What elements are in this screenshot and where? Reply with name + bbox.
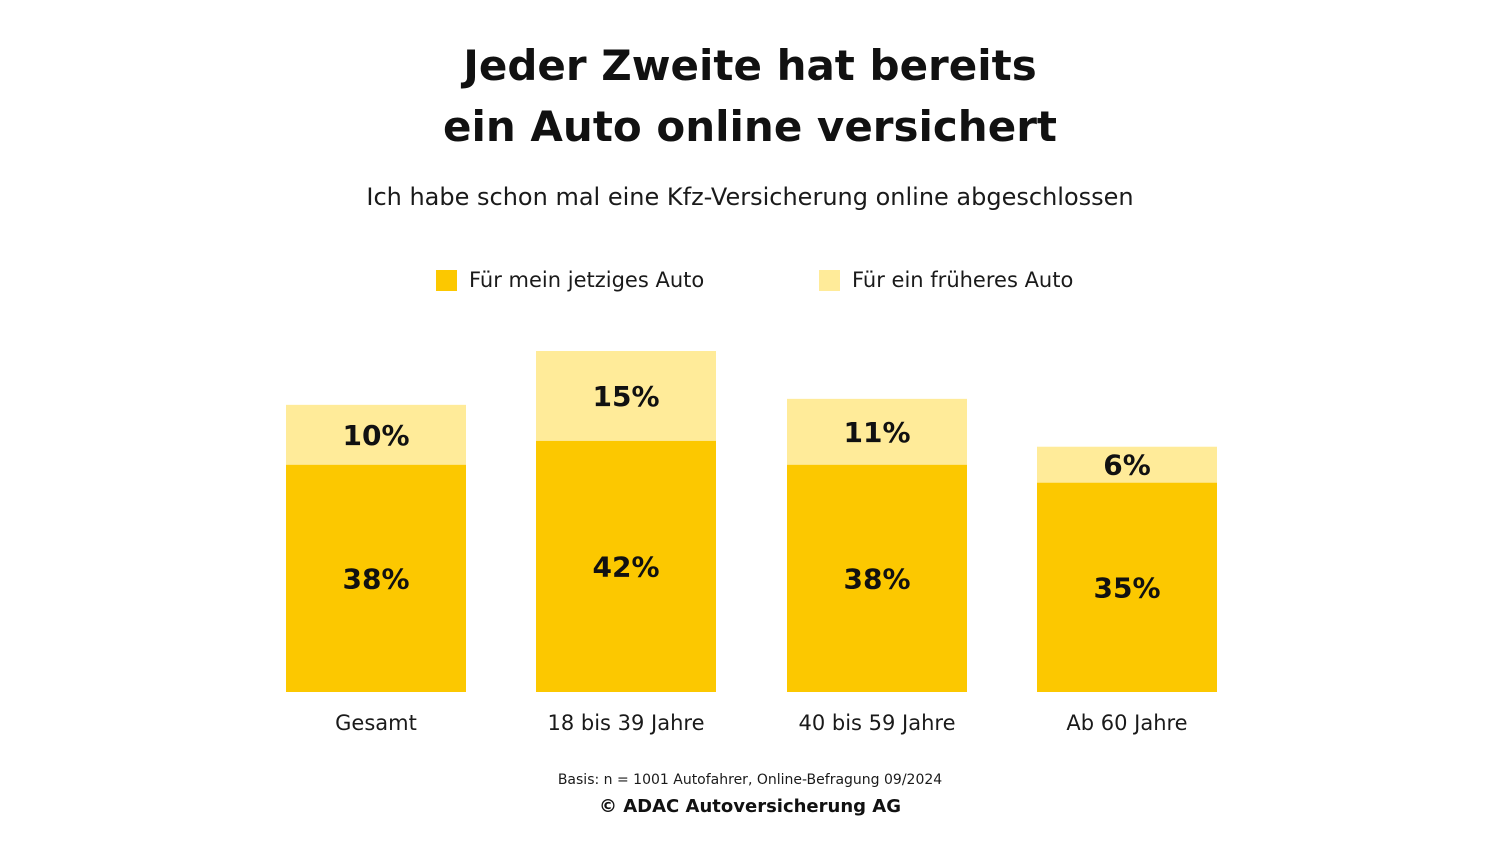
bar-segment-previous-0 bbox=[286, 404, 466, 465]
chart-subtitle: Ich habe schon mal eine Kfz-Versicherung… bbox=[366, 183, 1134, 211]
bar-segment-previous-3 bbox=[1037, 446, 1217, 483]
category-label-1: 18 bis 39 Jahre bbox=[547, 711, 704, 735]
category-label-0: Gesamt bbox=[335, 711, 417, 735]
data-label-current-2: 38% bbox=[843, 562, 910, 595]
data-label-previous-3: 6% bbox=[1103, 449, 1151, 482]
bar-segment-current-1 bbox=[536, 440, 716, 692]
copyright-note: © ADAC Autoversicherung AG bbox=[598, 796, 902, 817]
chart-title-line-1: Jeder Zweite hat bereits bbox=[463, 41, 1037, 90]
legend-item-current: Für mein jetziges Auto bbox=[436, 266, 704, 294]
data-label-previous-2: 11% bbox=[843, 416, 910, 449]
data-label-previous-0: 10% bbox=[342, 419, 409, 452]
bar-segment-current-3 bbox=[1037, 482, 1217, 692]
legend-item-previous: Für ein früheres Auto bbox=[819, 266, 1073, 294]
data-label-previous-1: 15% bbox=[592, 380, 659, 413]
bar-segment-current-2 bbox=[787, 464, 967, 692]
legend-swatch-previous bbox=[819, 269, 840, 291]
chart-title-line-2: ein Auto online versichert bbox=[443, 102, 1057, 151]
data-label-current-0: 38% bbox=[342, 562, 409, 595]
data-label-current-1: 42% bbox=[592, 550, 659, 583]
data-label-current-3: 35% bbox=[1093, 571, 1160, 604]
legend-label-current: Für mein jetziges Auto bbox=[469, 268, 705, 292]
bar-segment-current-0 bbox=[286, 464, 466, 692]
legend-label-previous: Für ein früheres Auto bbox=[852, 268, 1074, 292]
bar-segment-previous-2 bbox=[787, 398, 967, 465]
source-note: Basis: n = 1001 Autofahrer, Online-Befra… bbox=[557, 772, 943, 788]
bar-segment-previous-1 bbox=[536, 351, 716, 441]
category-label-2: 40 bis 59 Jahre bbox=[798, 711, 955, 735]
category-label-3: Ab 60 Jahre bbox=[1066, 711, 1187, 735]
legend-swatch-current bbox=[436, 269, 457, 291]
